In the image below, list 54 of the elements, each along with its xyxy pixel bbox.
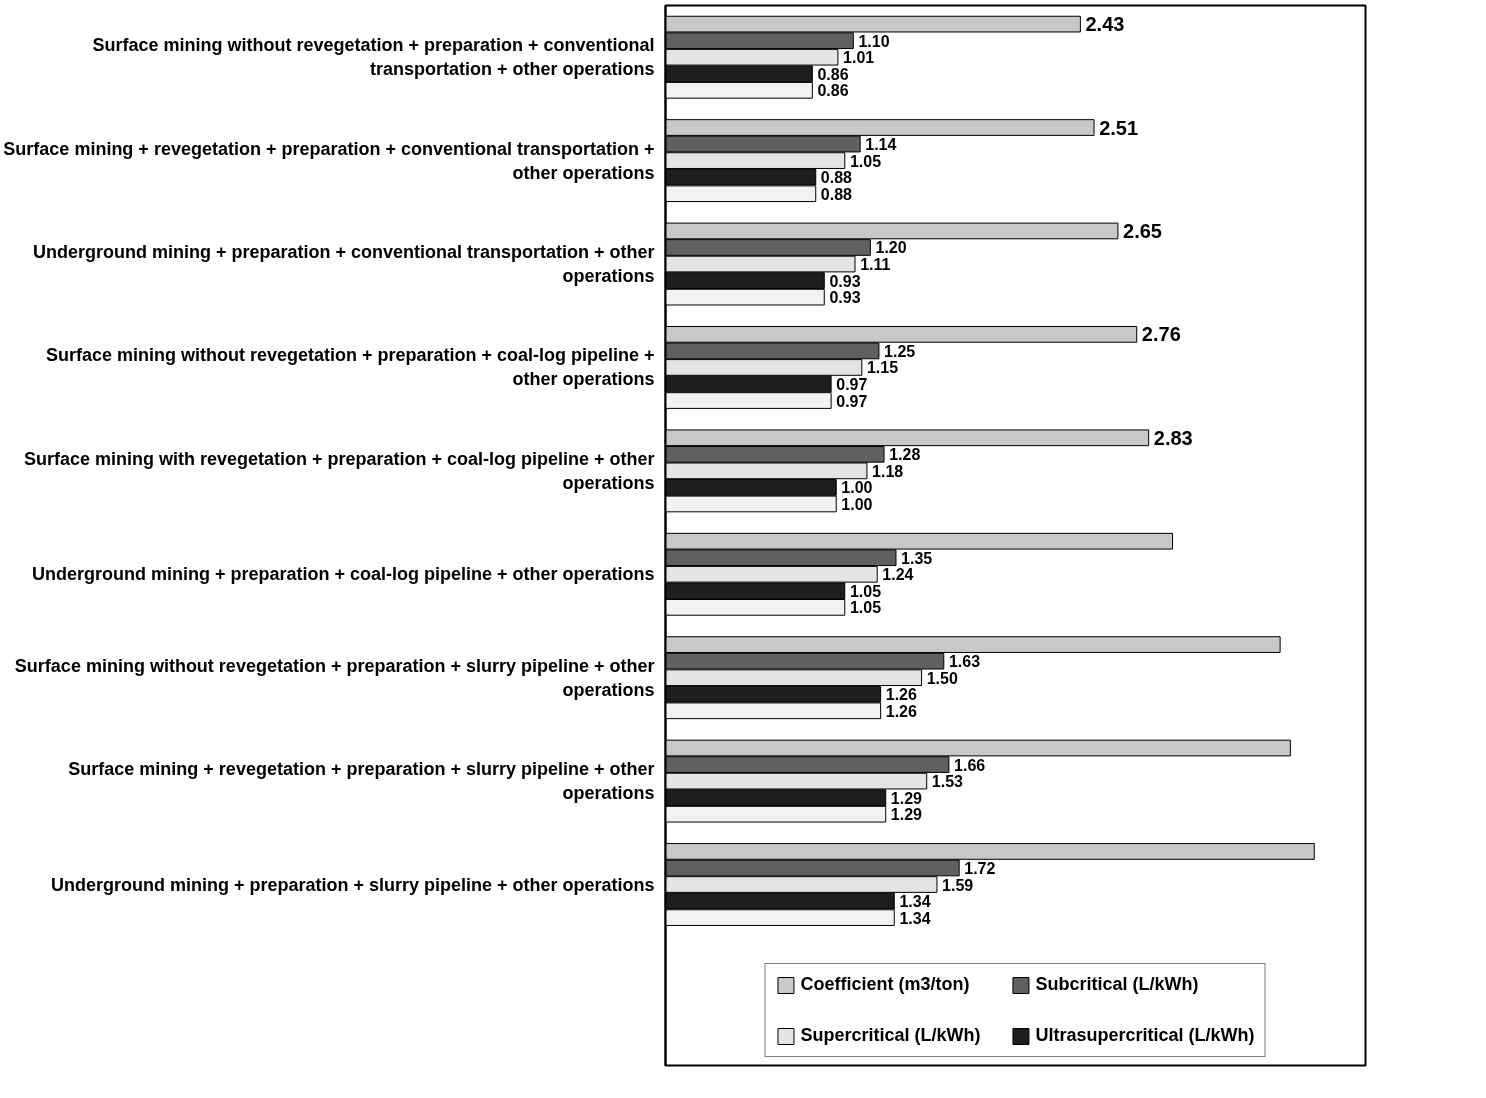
- data-label: 1.05: [849, 152, 882, 170]
- data-label: 1.50: [926, 669, 958, 687]
- data-label: 0.97: [836, 376, 868, 393]
- data-label: 1.29: [890, 789, 923, 807]
- data-label: 1.10: [858, 32, 890, 50]
- data-label: 0.86: [817, 65, 849, 83]
- data-label: 0.93: [829, 272, 861, 290]
- data-label: 1.72: [964, 859, 996, 877]
- data-label: 1.35: [901, 549, 933, 567]
- data-label: 0.86: [817, 82, 849, 100]
- data-label: 1.28: [889, 446, 921, 464]
- legend-label: Coefficient (m3/ton): [800, 974, 970, 995]
- data-label: 1.29: [890, 806, 923, 824]
- legend-label: Ultrasupercritical (L/kWh): [1035, 1025, 1255, 1046]
- y-tick-label: Surface mining without revegetation + preparation + slurry pipeline + other operations: [14, 655, 655, 700]
- data-label: 1.18: [872, 462, 904, 480]
- legend-label: Subcritical (L/kWh): [1035, 974, 1199, 995]
- y-tick-label: Surface mining without revegetation + preparation + conventional transportation + other operations: [92, 35, 655, 80]
- data-label: 1.53: [931, 773, 964, 791]
- data-label: 1.63: [948, 653, 981, 671]
- y-tick-label: Surface mining without revegetation + preparation + coal-log pipeline + other operations: [45, 345, 655, 390]
- y-tick-label: Surface mining with revegetation + preparation + coal-log pipeline + other operations: [23, 448, 655, 493]
- data-label: 1.01: [843, 49, 875, 67]
- data-label: 2.65: [1123, 219, 1162, 242]
- data-label: 1.66: [954, 756, 986, 774]
- data-label: 2.51: [1099, 116, 1139, 139]
- legend-label: Supercritical (L/kWh): [800, 1025, 981, 1046]
- data-label: 1.20: [875, 239, 907, 257]
- data-label: 0.97: [836, 392, 868, 410]
- data-label: 1.14: [865, 136, 897, 154]
- data-label: 1.00: [841, 495, 873, 513]
- data-label: 1.26: [885, 702, 917, 720]
- data-label: 1.05: [849, 599, 882, 617]
- data-label: 2.83: [1153, 426, 1193, 449]
- data-label: 0.88: [820, 169, 853, 187]
- data-label: 1.15: [866, 359, 899, 377]
- y-tick-label: Surface mining + revegetation + preparation + slurry pipeline + other operations: [68, 759, 655, 804]
- data-label: 1.24: [882, 566, 914, 584]
- data-label: 1.11: [860, 256, 891, 274]
- data-label: 1.05: [849, 582, 882, 600]
- data-label: 2.43: [1085, 13, 1125, 36]
- data-label: 2.76: [1141, 323, 1181, 346]
- y-tick-label: Surface mining + revegetation + preparation + conventional transportation + other operations: [3, 138, 655, 183]
- y-tick-label: Underground mining + preparation + conventional transportation + other operations: [32, 242, 655, 287]
- data-label: 1.00: [841, 479, 873, 497]
- data-label: 1.26: [885, 686, 917, 704]
- y-tick-label: Underground mining + preparation + coal-log pipeline + other operations: [31, 564, 655, 585]
- data-label: 0.93: [829, 289, 861, 307]
- data-label: 1.25: [884, 342, 916, 360]
- y-tick-label: Underground mining + preparation + slurry pipeline + other operations: [50, 874, 655, 895]
- data-label: 1.34: [899, 893, 931, 911]
- data-label: 1.59: [942, 876, 974, 894]
- data-label: 0.88: [820, 185, 853, 203]
- data-label: 1.34: [899, 909, 931, 927]
